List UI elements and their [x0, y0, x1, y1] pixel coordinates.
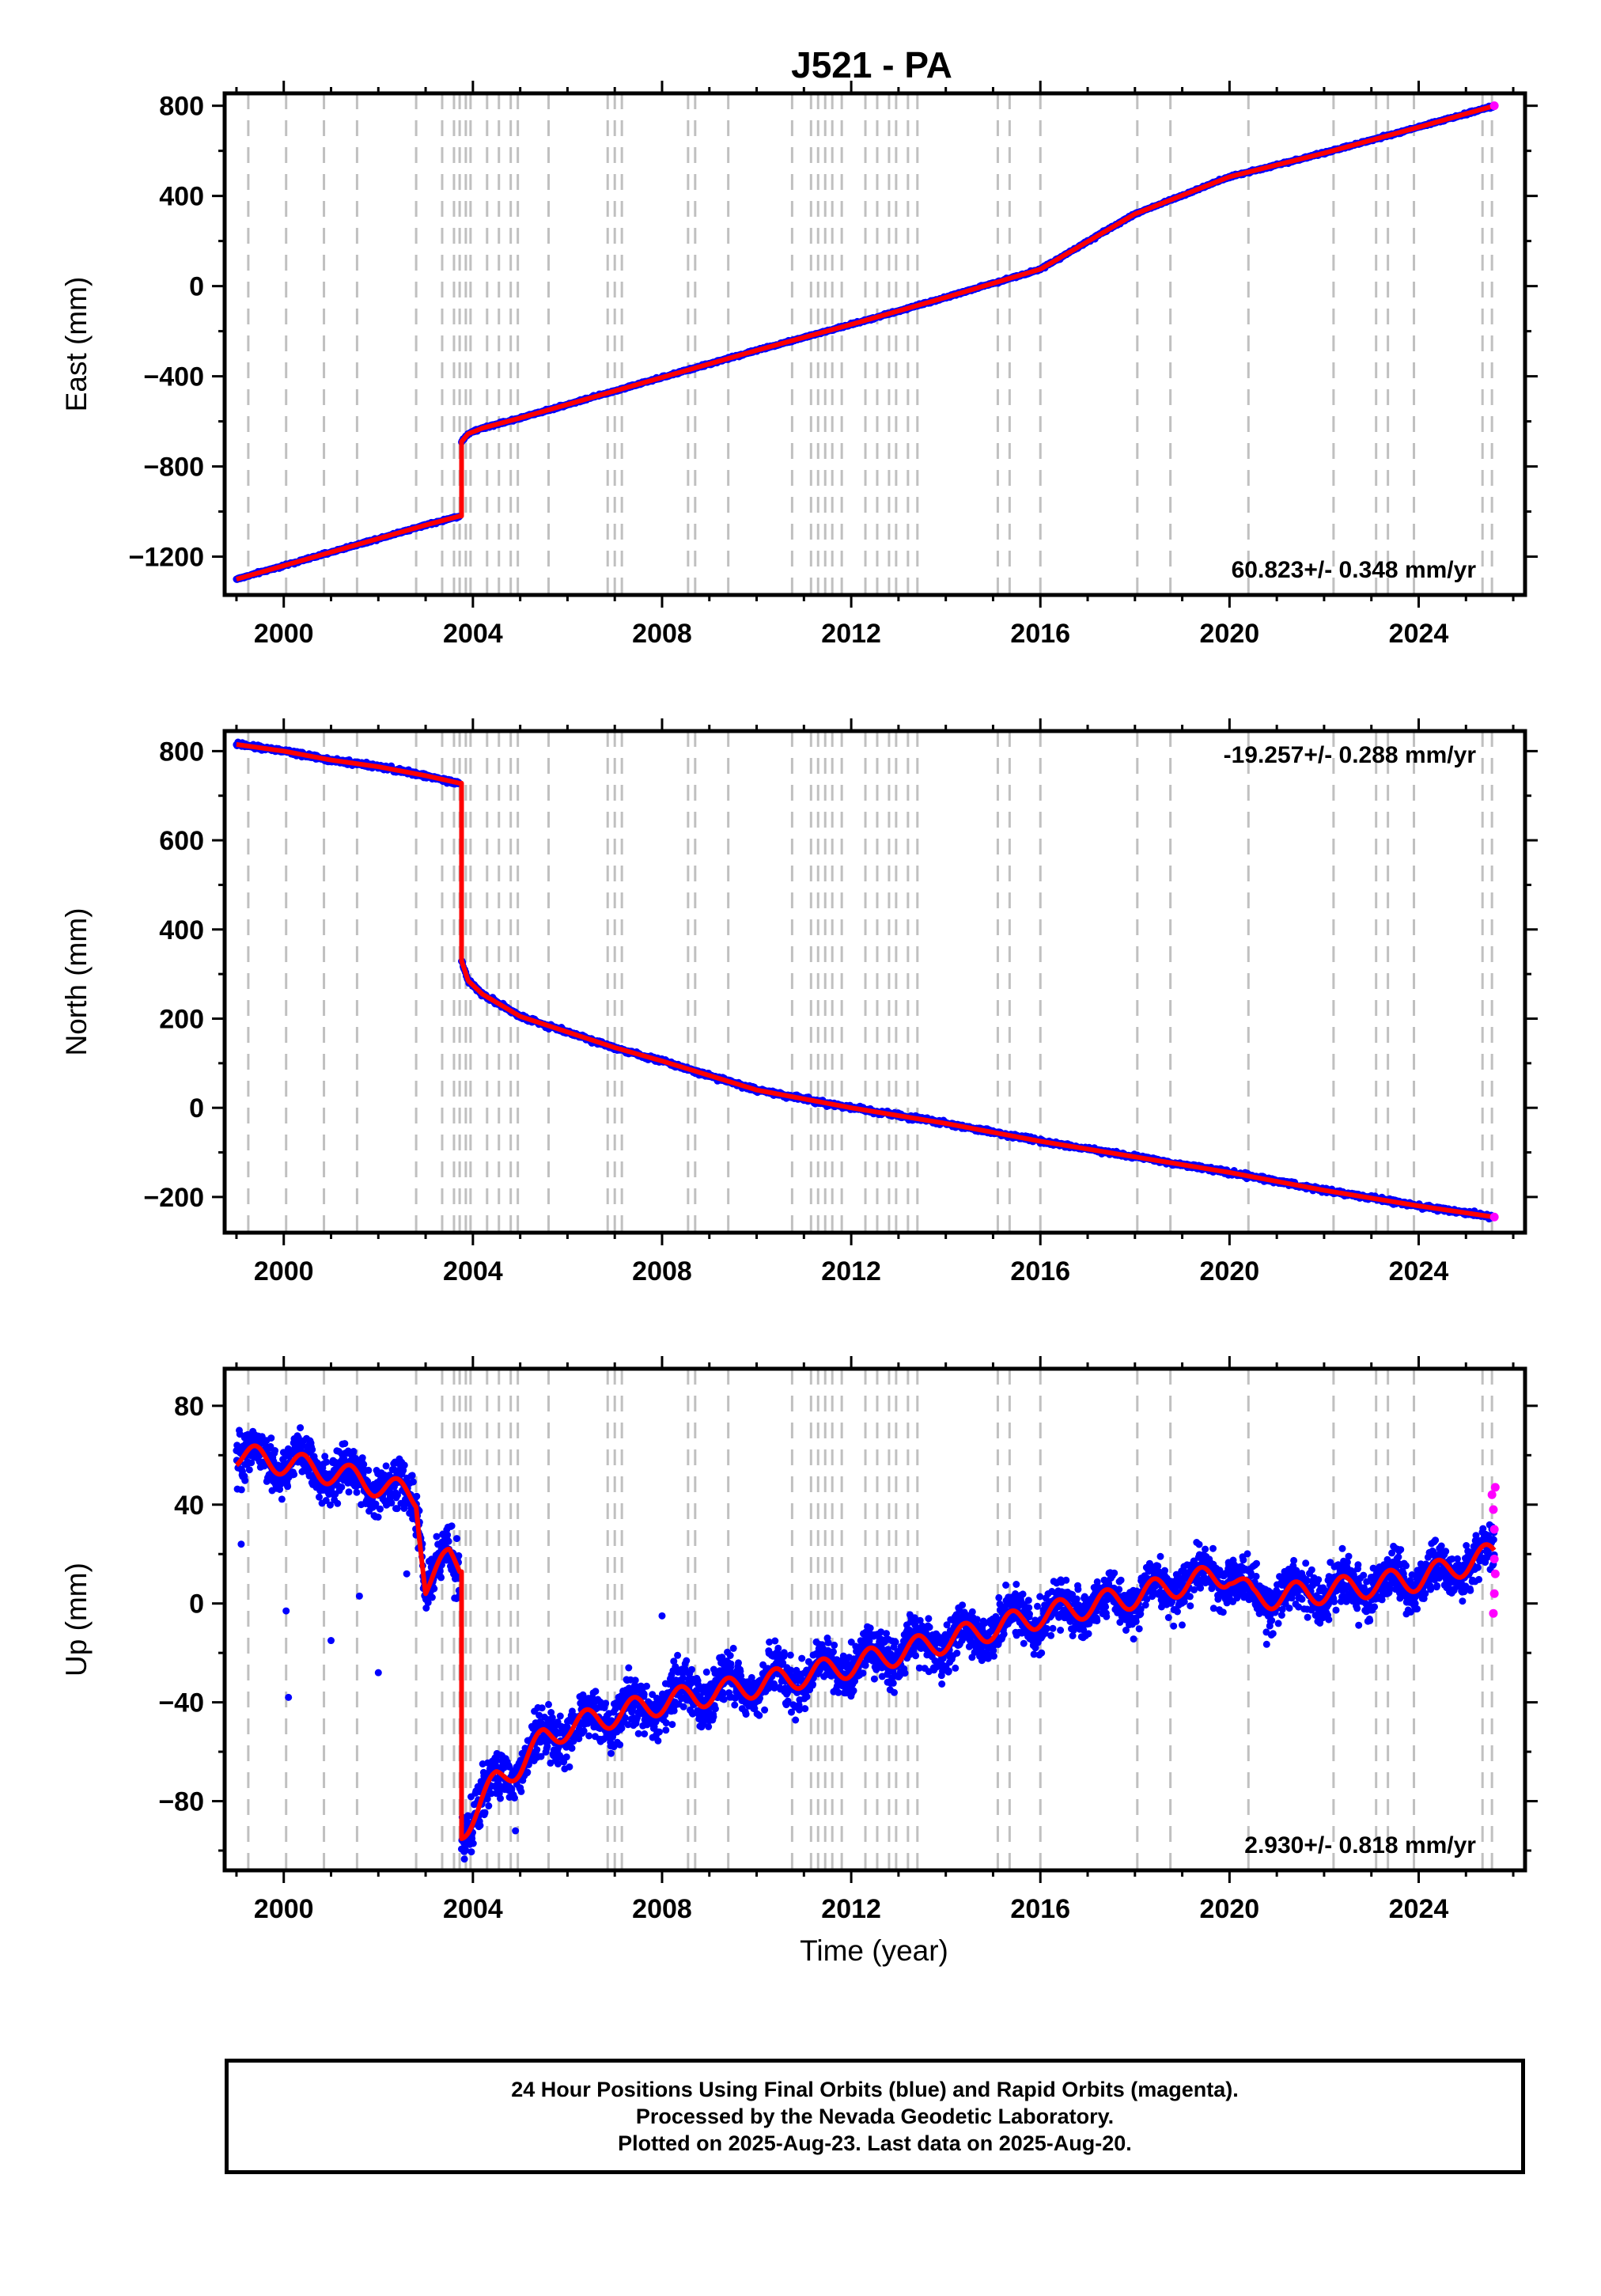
y-tick-label: 0 [189, 272, 204, 302]
y-axis-label: East (mm) [60, 277, 93, 412]
velocity-annotation: 60.823+/- 0.348 mm/yr [1232, 557, 1477, 583]
x-tick-label: 2008 [632, 619, 692, 649]
panel-north: 2000 2004 2008 2012 2016 2020 2024−20002004006… [60, 718, 1538, 1286]
x-tick-label: 2004 [443, 619, 503, 649]
y-tick-label: −400 [143, 362, 204, 392]
x-tick-label: 2024 [1389, 619, 1449, 649]
x-tick-label: 2000 [254, 619, 314, 649]
y-tick-label: −1200 [129, 543, 205, 573]
y-tick-label: 400 [159, 182, 204, 212]
x-tick-label: 2016 [1010, 619, 1070, 649]
figure-title: J521 - PA [791, 44, 952, 85]
panel-east: 2000 2004 2008 2012 2016 2020 2024 −1200 −800 −40… [60, 81, 1538, 649]
y-tick-label: 800 [159, 92, 204, 122]
panels-group: 2000 2004 2008 2012 2016 2020 2024−1200−800−40… [60, 81, 1538, 1924]
step-lines [247, 93, 1493, 595]
rapid-point [1489, 101, 1499, 111]
x-tick-label: 2012 [821, 619, 881, 649]
plot-frame [222, 91, 1527, 597]
plot-frame [222, 729, 1527, 1235]
x-tick-label: 2020 [1200, 619, 1260, 649]
x-axis: 2000 2004 2008 2012 2016 2020 2024 [235, 718, 1515, 1286]
rapid-orbit-points [1489, 101, 1499, 111]
rapid-point [1489, 1212, 1499, 1222]
y-tick-label: −800 [143, 453, 204, 483]
rapid-orbit-points [1489, 1212, 1499, 1222]
step-lines [247, 731, 1493, 1233]
